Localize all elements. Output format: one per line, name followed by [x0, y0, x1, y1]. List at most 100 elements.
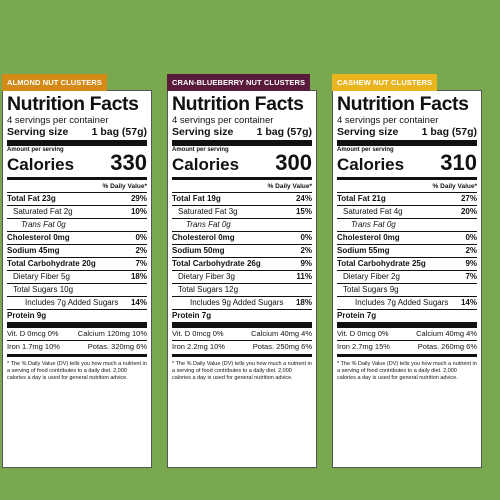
daily-value-footnote: * The % Daily Value (DV) tells you how m…: [172, 361, 312, 381]
product-tab: CASHEW NUT CLUSTERS: [332, 74, 438, 91]
added-sugars-dv: 14%: [460, 298, 477, 307]
calories-value: 310: [440, 150, 477, 175]
cholesterol-dv: 0%: [300, 233, 312, 242]
added-sugars-row: Includes 7g Added Sugars 14%: [337, 296, 477, 309]
cholesterol-row: Cholesterol 0mg 0%: [337, 231, 477, 244]
iron: Iron 1.7mg 10%: [7, 342, 60, 351]
servings-per-container: 4 servings per container: [7, 115, 109, 126]
added-sugars-label: Includes 9g Added Sugars: [190, 298, 284, 307]
sodium-dv: 2%: [465, 246, 477, 255]
divider-medium: [337, 354, 477, 357]
protein-label: Protein 7g: [172, 311, 212, 320]
sodium-dv: 2%: [135, 246, 147, 255]
cholesterol-label: Cholesterol 0mg: [172, 233, 235, 242]
divider-thick: [7, 140, 147, 146]
divider-thick: [337, 140, 477, 146]
total-fat-row: Total Fat 23g 29%: [7, 192, 147, 205]
serving-size-value: 1 bag (57g): [91, 126, 147, 138]
carbohydrate-row: Total Carbohydrate 20g 7%: [7, 257, 147, 270]
divider-medium: [7, 354, 147, 357]
serving-size-row: Serving size 1 bag (57g): [7, 126, 147, 138]
fiber-dv: 11%: [296, 272, 312, 281]
added-sugars-label: Includes 7g Added Sugars: [25, 298, 119, 307]
total-fat-label: Total Fat 21g: [337, 194, 386, 203]
saturated-fat-dv: 10%: [130, 207, 147, 216]
amount-per-serving: Amount per serving: [337, 147, 394, 153]
cholesterol-label: Cholesterol 0mg: [7, 233, 70, 242]
calories-row: Calories 300: [172, 152, 312, 176]
carbohydrate-label: Total Carbohydrate 26g: [172, 259, 261, 268]
servings-per-container: 4 servings per container: [172, 115, 274, 126]
daily-value-header: % Daily Value*: [267, 183, 312, 190]
carbohydrate-row: Total Carbohydrate 26g 9%: [172, 257, 312, 270]
saturated-fat-dv: 20%: [460, 207, 477, 216]
calories-label: Calories: [7, 155, 75, 174]
carbohydrate-label: Total Carbohydrate 20g: [7, 259, 96, 268]
fiber-label: Dietary Fiber 5g: [13, 272, 70, 281]
product-tab: ALMOND NUT CLUSTERS: [2, 74, 107, 91]
vitamin-row-2: Iron 2.7mg 15% Potas. 260mg 6%: [337, 340, 477, 353]
carbohydrate-dv: 9%: [300, 259, 312, 268]
nutrition-facts-title: Nutrition Facts: [172, 93, 304, 115]
cholesterol-dv: 0%: [135, 233, 147, 242]
added-sugars-row: Includes 7g Added Sugars 14%: [7, 296, 147, 309]
calcium: Calcium 120mg 10%: [77, 329, 147, 338]
sodium-row: Sodium 50mg 2%: [172, 244, 312, 257]
vitamin-row-2: Iron 2.2mg 10% Potas. 250mg 6%: [172, 340, 312, 353]
saturated-fat-label: Saturated Fat 4g: [343, 207, 403, 216]
trans-fat-row: Trans Fat 0g: [7, 218, 147, 231]
vitamin-row-1: Vit. D 0mcg 0% Calcium 120mg 10%: [7, 328, 147, 340]
vitamin-row-2: Iron 1.7mg 10% Potas. 320mg 6%: [7, 340, 147, 353]
fiber-dv: 7%: [465, 272, 477, 281]
total-fat-dv: 29%: [130, 194, 147, 203]
divider-medium: [337, 177, 477, 180]
potassium: Potas. 250mg 6%: [252, 342, 312, 351]
iron: Iron 2.7mg 15%: [337, 342, 390, 351]
sugars-label: Total Sugars 12g: [178, 285, 239, 294]
divider-medium: [172, 354, 312, 357]
protein-row: Protein 7g: [172, 309, 312, 322]
divider-thick: [172, 140, 312, 146]
fiber-label: Dietary Fiber 2g: [343, 272, 400, 281]
sodium-row: Sodium 45mg 2%: [7, 244, 147, 257]
sodium-dv: 2%: [300, 246, 312, 255]
product-tab: CRAN-BLUEBERRY NUT CLUSTERS: [167, 74, 311, 91]
calcium: Calcium 40mg 4%: [251, 329, 312, 338]
cholesterol-dv: 0%: [465, 233, 477, 242]
cholesterol-row: Cholesterol 0mg 0%: [7, 231, 147, 244]
nutrition-panel: CRAN-BLUEBERRY NUT CLUSTERS Nutrition Fa…: [167, 74, 317, 468]
total-fat-row: Total Fat 19g 24%: [172, 192, 312, 205]
protein-label: Protein 7g: [337, 311, 377, 320]
vitamin-row-1: Vit. D 0mcg 0% Calcium 40mg 4%: [337, 328, 477, 340]
fiber-label: Dietary Fiber 3g: [178, 272, 235, 281]
protein-label: Protein 9g: [7, 311, 47, 320]
cholesterol-row: Cholesterol 0mg 0%: [172, 231, 312, 244]
daily-value-footnote: * The % Daily Value (DV) tells you how m…: [337, 361, 477, 381]
calories-row: Calories 330: [7, 152, 147, 176]
total-fat-row: Total Fat 21g 27%: [337, 192, 477, 205]
nutrition-facts-title: Nutrition Facts: [7, 93, 139, 115]
daily-value-footnote: * The % Daily Value (DV) tells you how m…: [7, 361, 147, 381]
calories-value: 330: [110, 150, 147, 175]
saturated-fat-row: Saturated Fat 2g 10%: [7, 205, 147, 218]
added-sugars-dv: 14%: [130, 298, 147, 307]
calories-value: 300: [275, 150, 312, 175]
trans-fat-label: Trans Fat 0g: [186, 220, 231, 229]
sugars-label: Total Sugars 10g: [13, 285, 74, 294]
added-sugars-dv: 18%: [295, 298, 312, 307]
amount-per-serving: Amount per serving: [7, 147, 64, 153]
vitamin-d: Vit. D 0mcg 0%: [7, 329, 59, 338]
divider-thick: [172, 322, 312, 328]
trans-fat-label: Trans Fat 0g: [21, 220, 66, 229]
serving-size-value: 1 bag (57g): [421, 126, 477, 138]
sugars-label: Total Sugars 9g: [343, 285, 399, 294]
serving-size-label: Serving size: [337, 126, 399, 138]
nutrition-facts-title: Nutrition Facts: [337, 93, 469, 115]
daily-value-header: % Daily Value*: [432, 183, 477, 190]
fiber-dv: 18%: [130, 272, 147, 281]
protein-row: Protein 9g: [7, 309, 147, 322]
vitamin-d: Vit. D 0mcg 0%: [172, 329, 224, 338]
iron: Iron 2.2mg 10%: [172, 342, 225, 351]
carbohydrate-dv: 7%: [135, 259, 147, 268]
protein-row: Protein 7g: [337, 309, 477, 322]
